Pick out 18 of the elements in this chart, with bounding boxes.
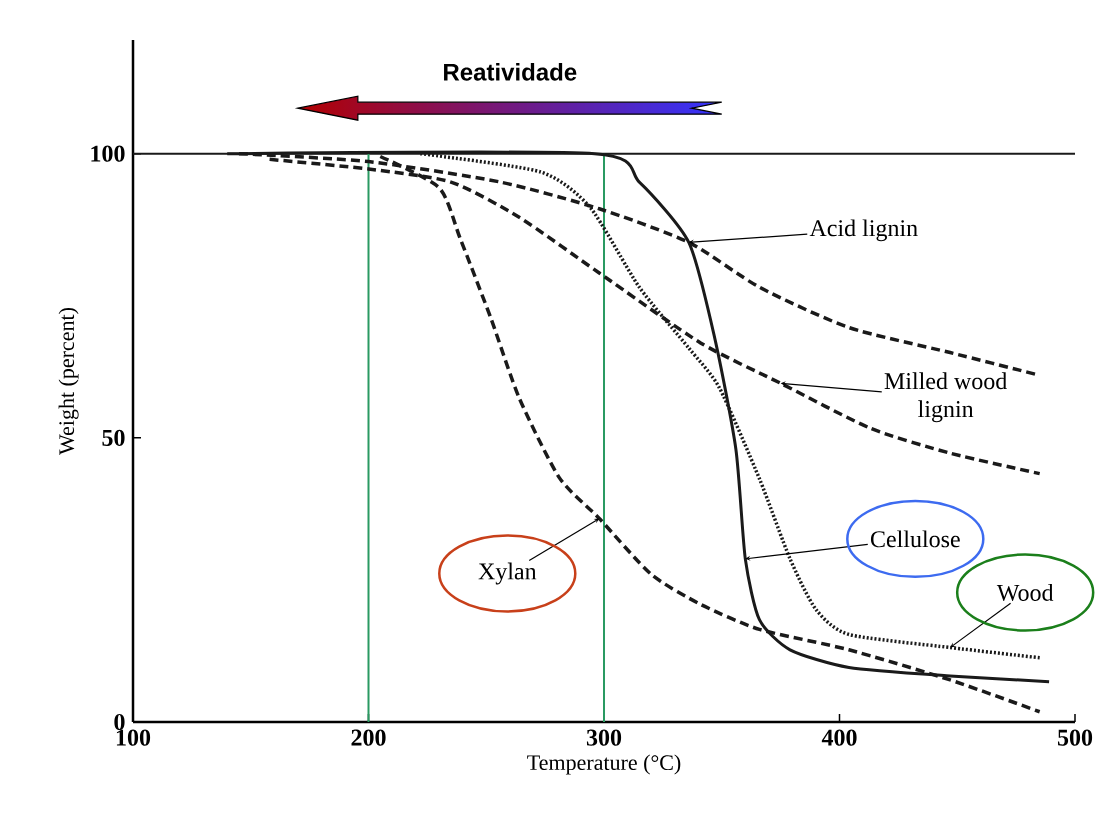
point	[780, 381, 786, 387]
annotation: Acid lignin	[809, 219, 918, 242]
y-tick-label: 100	[91, 145, 125, 162]
annotation: Xylan	[478, 562, 537, 585]
x-tick-label: 300	[586, 729, 622, 746]
annotation: Wood	[996, 584, 1054, 602]
point	[950, 642, 956, 648]
annotation: Reatividade	[444, 63, 577, 81]
annotation: Milled wood lignin	[884, 372, 1007, 423]
x-tick-label: 500	[1057, 729, 1093, 746]
x-tick-label: 400	[821, 729, 857, 746]
y-axis-title: Weight (percent)	[58, 308, 79, 455]
x-axis-title: Temperature (°C)	[527, 754, 681, 775]
x-tick-label: 200	[351, 729, 386, 746]
annotation: Cellulose	[870, 530, 960, 548]
y-tick-label: 50	[102, 429, 125, 446]
x-tick-label: 100	[116, 729, 151, 746]
y-tick-label: 0	[114, 713, 125, 731]
